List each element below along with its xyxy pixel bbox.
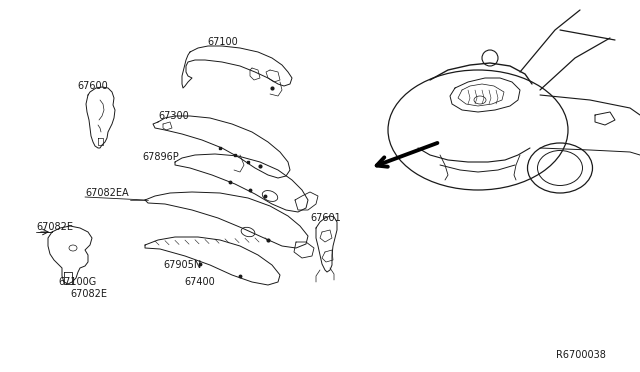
Text: 67905N: 67905N — [163, 260, 201, 270]
Text: 67082EA: 67082EA — [85, 188, 129, 198]
Text: 67601: 67601 — [310, 213, 340, 223]
Text: 67100: 67100 — [207, 37, 237, 47]
Text: 67600: 67600 — [77, 81, 108, 91]
Text: 67100G: 67100G — [58, 277, 96, 287]
Text: 67082E: 67082E — [70, 289, 107, 299]
Text: 67300: 67300 — [158, 111, 189, 121]
Text: 67082E: 67082E — [36, 222, 73, 232]
Text: R6700038: R6700038 — [556, 350, 606, 360]
Text: 67400: 67400 — [184, 277, 215, 287]
Text: 67896P: 67896P — [142, 152, 179, 162]
